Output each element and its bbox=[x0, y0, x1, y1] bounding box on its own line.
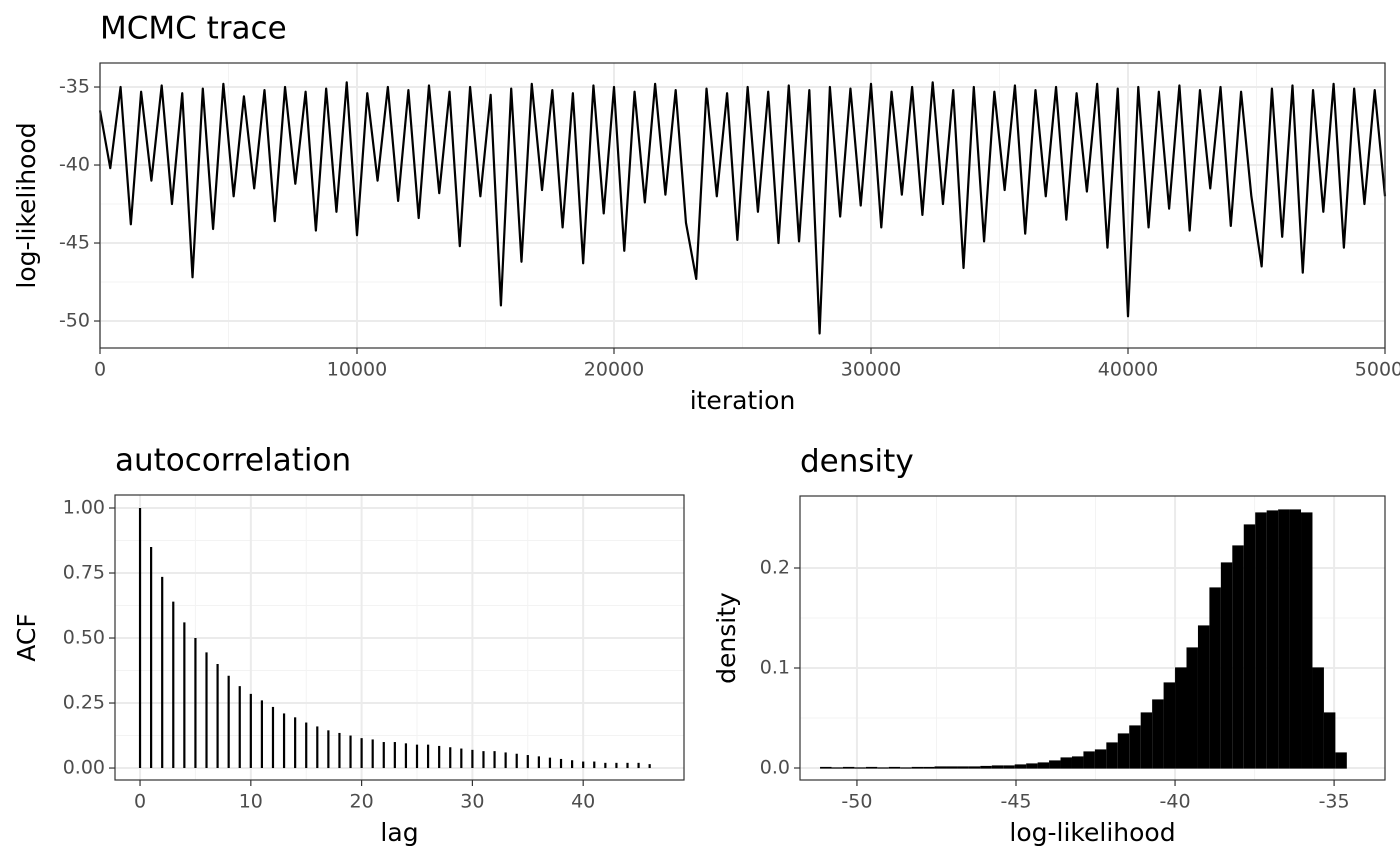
x-tick-label: 0 bbox=[94, 359, 106, 381]
chart-title: density bbox=[800, 444, 914, 480]
x-tick-label: 30 bbox=[460, 791, 484, 813]
histogram-bar bbox=[1003, 765, 1015, 769]
histogram-bar bbox=[923, 766, 935, 769]
histogram-bar bbox=[1014, 764, 1027, 769]
x-tick-label: 50000 bbox=[1355, 359, 1400, 381]
x-tick-label: 20000 bbox=[584, 359, 644, 381]
panel-border bbox=[114, 494, 685, 781]
x-tick-label: 40000 bbox=[1098, 359, 1158, 381]
histogram-bar bbox=[1312, 667, 1324, 769]
histogram-bar bbox=[1163, 682, 1176, 769]
y-tick-label: 1.00 bbox=[63, 497, 105, 519]
histogram-bar bbox=[900, 767, 912, 769]
histogram-bar bbox=[1094, 749, 1107, 769]
histogram-bar bbox=[1083, 751, 1095, 769]
histogram-bar bbox=[980, 765, 992, 769]
y-tick-label: 0.2 bbox=[760, 557, 790, 579]
x-axis-label: iteration bbox=[690, 386, 796, 415]
histogram-bar bbox=[842, 766, 855, 769]
x-tick-label: 40 bbox=[571, 791, 595, 813]
x-axis-label: lag bbox=[380, 818, 418, 847]
panel-border bbox=[799, 495, 1386, 781]
histogram-bar bbox=[934, 766, 947, 769]
chart-title: MCMC trace bbox=[100, 11, 287, 47]
y-tick-label: 0.75 bbox=[63, 562, 105, 584]
panel-border bbox=[99, 62, 1386, 349]
histogram-bar bbox=[1266, 510, 1279, 769]
y-tick-label: -40 bbox=[59, 154, 90, 176]
histogram-bar bbox=[1243, 524, 1256, 769]
x-tick-label: 20 bbox=[350, 791, 374, 813]
histogram-bar bbox=[946, 766, 958, 769]
histogram-bar bbox=[1071, 756, 1084, 769]
histogram-bar bbox=[877, 767, 889, 769]
x-tick-label: -50 bbox=[841, 791, 872, 813]
histogram-bar bbox=[1289, 509, 1302, 769]
histogram-bar bbox=[1049, 760, 1061, 769]
y-tick-label: -45 bbox=[59, 232, 90, 254]
y-tick-label: -35 bbox=[59, 76, 90, 98]
histogram-bar bbox=[1301, 512, 1313, 769]
x-tick-label: 0 bbox=[134, 791, 146, 813]
histogram-bar bbox=[1232, 545, 1244, 769]
histogram-bar bbox=[1140, 712, 1153, 769]
histogram-bar bbox=[1026, 763, 1038, 769]
trace-line bbox=[98, 81, 1387, 335]
x-tick-label: 10000 bbox=[327, 359, 387, 381]
x-tick-label: -35 bbox=[1319, 791, 1350, 813]
x-tick-label: -40 bbox=[1160, 791, 1191, 813]
histogram-bar bbox=[1335, 752, 1347, 769]
histogram-bar bbox=[1129, 725, 1141, 769]
histogram-bar bbox=[1175, 667, 1187, 769]
histogram-bar bbox=[1209, 587, 1221, 769]
y-tick-label: 0.1 bbox=[760, 657, 790, 679]
y-axis-label: ACF bbox=[12, 613, 41, 662]
histogram-bar bbox=[968, 766, 981, 769]
histogram-bar bbox=[820, 766, 832, 769]
histogram-bar bbox=[1186, 647, 1198, 769]
histogram-bar bbox=[865, 766, 878, 769]
x-tick-label: -45 bbox=[1000, 791, 1031, 813]
histogram-bar bbox=[1197, 625, 1210, 769]
histogram-bar bbox=[991, 765, 1004, 769]
x-tick-label: 10 bbox=[239, 791, 263, 813]
histogram-bar bbox=[911, 766, 924, 769]
y-axis-label: log-likelihood bbox=[12, 122, 41, 288]
histogram-bar bbox=[957, 766, 969, 769]
y-tick-label: 0.0 bbox=[760, 757, 790, 779]
histogram-bar bbox=[831, 767, 843, 769]
histogram-bar bbox=[1278, 509, 1290, 769]
histogram-bar bbox=[888, 766, 901, 769]
y-tick-label: -50 bbox=[59, 310, 90, 332]
y-tick-label: 0.25 bbox=[63, 692, 105, 714]
histogram-bar bbox=[1323, 712, 1336, 769]
x-axis-label: log-likelihood bbox=[1009, 818, 1175, 847]
y-tick-label: 0.50 bbox=[63, 627, 105, 649]
histogram-bar bbox=[1117, 733, 1130, 769]
x-tick-label: 30000 bbox=[841, 359, 901, 381]
chart-title: autocorrelation bbox=[115, 443, 351, 479]
y-axis-label: density bbox=[712, 592, 741, 684]
histogram-bar bbox=[1220, 562, 1233, 769]
y-tick-label: 0.00 bbox=[63, 757, 105, 779]
histogram-bar bbox=[854, 767, 866, 769]
histogram-bar bbox=[1037, 762, 1050, 769]
histogram-bar bbox=[1060, 757, 1072, 769]
histogram-bar bbox=[1152, 699, 1164, 769]
histogram-bar bbox=[1255, 512, 1267, 769]
histogram-bar bbox=[1106, 742, 1118, 769]
